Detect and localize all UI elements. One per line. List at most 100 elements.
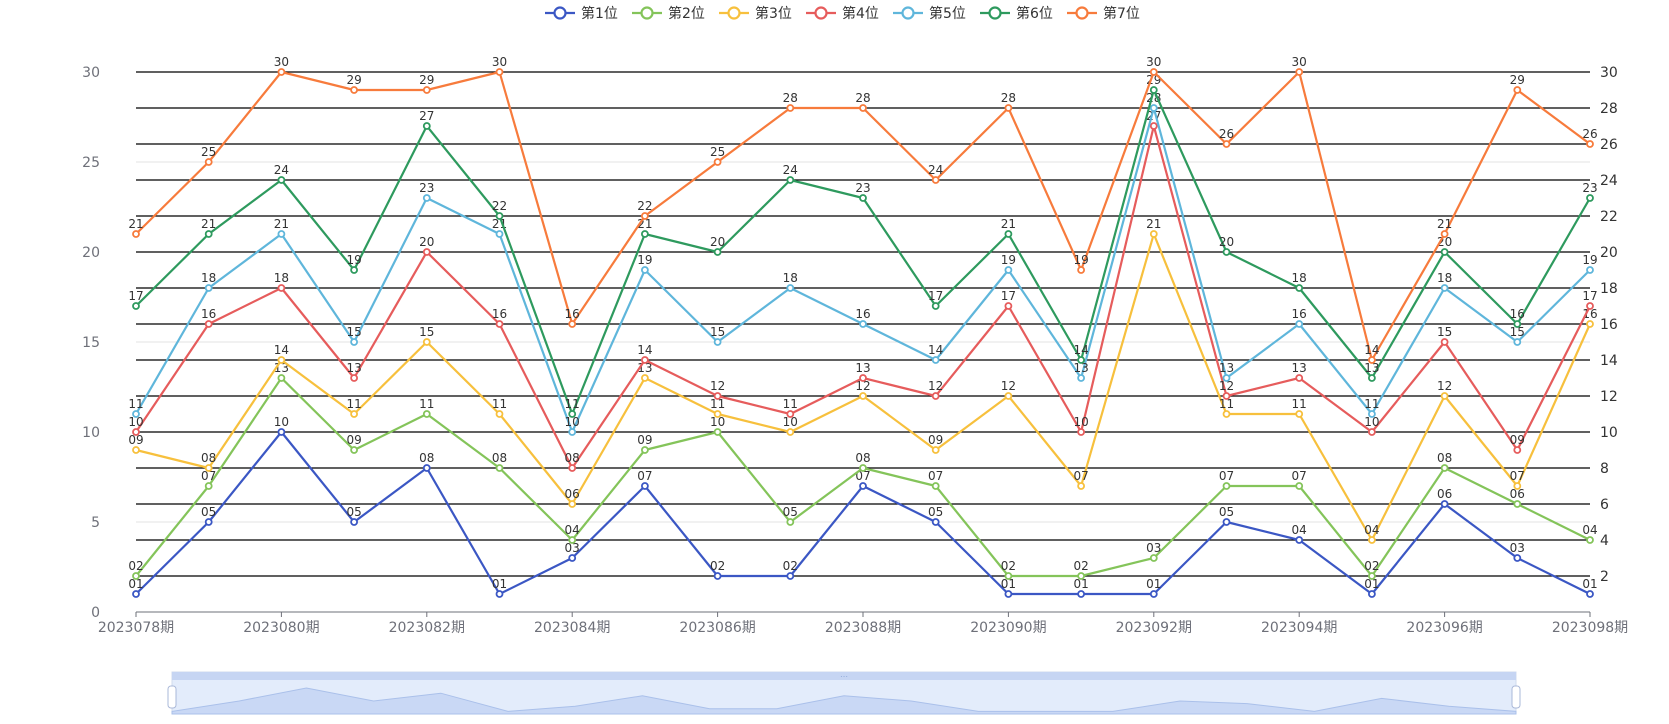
data-point[interactable] bbox=[1222, 518, 1231, 526]
data-point[interactable] bbox=[1295, 68, 1304, 76]
data-point[interactable] bbox=[1077, 482, 1085, 490]
data-point[interactable] bbox=[204, 230, 213, 238]
data-point[interactable] bbox=[1004, 266, 1013, 274]
data-point[interactable] bbox=[204, 464, 213, 472]
data-point[interactable] bbox=[786, 428, 795, 436]
data-point[interactable] bbox=[931, 356, 940, 364]
data-point[interactable] bbox=[713, 158, 722, 166]
data-point[interactable] bbox=[1004, 302, 1013, 310]
data-point[interactable] bbox=[859, 482, 867, 490]
data-point[interactable] bbox=[204, 284, 213, 292]
data-point[interactable] bbox=[1368, 410, 1376, 418]
data-point[interactable] bbox=[1149, 554, 1158, 562]
data-point[interactable] bbox=[1295, 284, 1304, 292]
data-point[interactable] bbox=[1440, 284, 1449, 292]
data-point[interactable] bbox=[1586, 194, 1594, 202]
data-point[interactable] bbox=[1295, 320, 1304, 328]
data-point[interactable] bbox=[1586, 140, 1594, 148]
zoom-handle-right[interactable] bbox=[1511, 685, 1521, 709]
data-point[interactable] bbox=[568, 536, 577, 544]
data-point[interactable] bbox=[1368, 536, 1376, 544]
data-point[interactable] bbox=[713, 428, 722, 436]
data-point[interactable] bbox=[859, 104, 867, 112]
data-point[interactable] bbox=[350, 446, 359, 454]
data-point[interactable] bbox=[1222, 140, 1231, 148]
data-point[interactable] bbox=[859, 194, 867, 202]
data-point[interactable] bbox=[1440, 338, 1449, 346]
data-point[interactable] bbox=[350, 374, 359, 382]
data-point[interactable] bbox=[1368, 374, 1376, 382]
data-point[interactable] bbox=[713, 392, 722, 400]
data-point[interactable] bbox=[495, 68, 504, 76]
data-point[interactable] bbox=[1077, 590, 1085, 598]
data-point[interactable] bbox=[641, 374, 649, 382]
data-point[interactable] bbox=[350, 86, 359, 94]
data-point[interactable] bbox=[422, 338, 431, 346]
data-point[interactable] bbox=[1513, 86, 1522, 94]
data-point[interactable] bbox=[859, 392, 867, 400]
data-point[interactable] bbox=[568, 428, 577, 436]
data-point[interactable] bbox=[277, 374, 286, 382]
data-point[interactable] bbox=[1440, 392, 1449, 400]
data-point[interactable] bbox=[1295, 482, 1304, 490]
data-point[interactable] bbox=[641, 212, 649, 220]
data-point[interactable] bbox=[931, 446, 940, 454]
data-point[interactable] bbox=[495, 410, 504, 418]
data-point[interactable] bbox=[786, 518, 795, 526]
data-point[interactable] bbox=[1149, 230, 1158, 238]
data-point[interactable] bbox=[277, 428, 286, 436]
data-point[interactable] bbox=[204, 320, 213, 328]
data-point[interactable] bbox=[1222, 410, 1231, 418]
data-point[interactable] bbox=[713, 410, 722, 418]
legend-item-4[interactable]: 第4位 bbox=[806, 5, 879, 22]
data-point[interactable] bbox=[350, 266, 359, 274]
legend-item-6[interactable]: 第6位 bbox=[980, 5, 1053, 22]
data-point[interactable] bbox=[350, 518, 359, 526]
data-point[interactable] bbox=[422, 248, 431, 256]
data-point[interactable] bbox=[422, 410, 431, 418]
data-point[interactable] bbox=[1149, 590, 1158, 598]
data-point[interactable] bbox=[1077, 572, 1085, 580]
data-point[interactable] bbox=[132, 302, 140, 310]
data-point[interactable] bbox=[713, 572, 722, 580]
data-point[interactable] bbox=[350, 338, 359, 346]
data-point[interactable] bbox=[786, 104, 795, 112]
data-point[interactable] bbox=[641, 356, 649, 364]
data-point[interactable] bbox=[1368, 572, 1376, 580]
data-point[interactable] bbox=[786, 284, 795, 292]
data-point[interactable] bbox=[204, 158, 213, 166]
data-point[interactable] bbox=[1077, 266, 1085, 274]
data-point[interactable] bbox=[859, 464, 867, 472]
legend-item-3[interactable]: 第3位 bbox=[719, 5, 792, 22]
data-zoom-slider[interactable]: ⋯ bbox=[167, 671, 1521, 715]
data-point[interactable] bbox=[568, 410, 577, 418]
zoom-handle-left[interactable] bbox=[167, 685, 177, 709]
data-point[interactable] bbox=[132, 230, 140, 238]
data-point[interactable] bbox=[277, 68, 286, 76]
data-point[interactable] bbox=[713, 338, 722, 346]
data-point[interactable] bbox=[1586, 590, 1594, 598]
data-point[interactable] bbox=[1586, 536, 1594, 544]
data-point[interactable] bbox=[1295, 410, 1304, 418]
data-point[interactable] bbox=[1222, 374, 1231, 382]
data-point[interactable] bbox=[568, 500, 577, 508]
data-point[interactable] bbox=[1295, 374, 1304, 382]
data-point[interactable] bbox=[1295, 536, 1304, 544]
legend-item-5[interactable]: 第5位 bbox=[893, 5, 966, 22]
data-point[interactable] bbox=[1368, 590, 1376, 598]
data-point[interactable] bbox=[1440, 248, 1449, 256]
data-point[interactable] bbox=[1513, 320, 1522, 328]
data-point[interactable] bbox=[1513, 446, 1522, 454]
data-point[interactable] bbox=[1513, 554, 1522, 562]
legend-item-2[interactable]: 第2位 bbox=[632, 5, 705, 22]
data-point[interactable] bbox=[1004, 230, 1013, 238]
data-point[interactable] bbox=[641, 266, 649, 274]
data-point[interactable] bbox=[132, 572, 140, 580]
data-point[interactable] bbox=[931, 176, 940, 184]
data-point[interactable] bbox=[350, 410, 359, 418]
data-point[interactable] bbox=[786, 410, 795, 418]
data-point[interactable] bbox=[786, 176, 795, 184]
data-point[interactable] bbox=[1513, 338, 1522, 346]
data-point[interactable] bbox=[1004, 590, 1013, 598]
data-point[interactable] bbox=[1004, 104, 1013, 112]
